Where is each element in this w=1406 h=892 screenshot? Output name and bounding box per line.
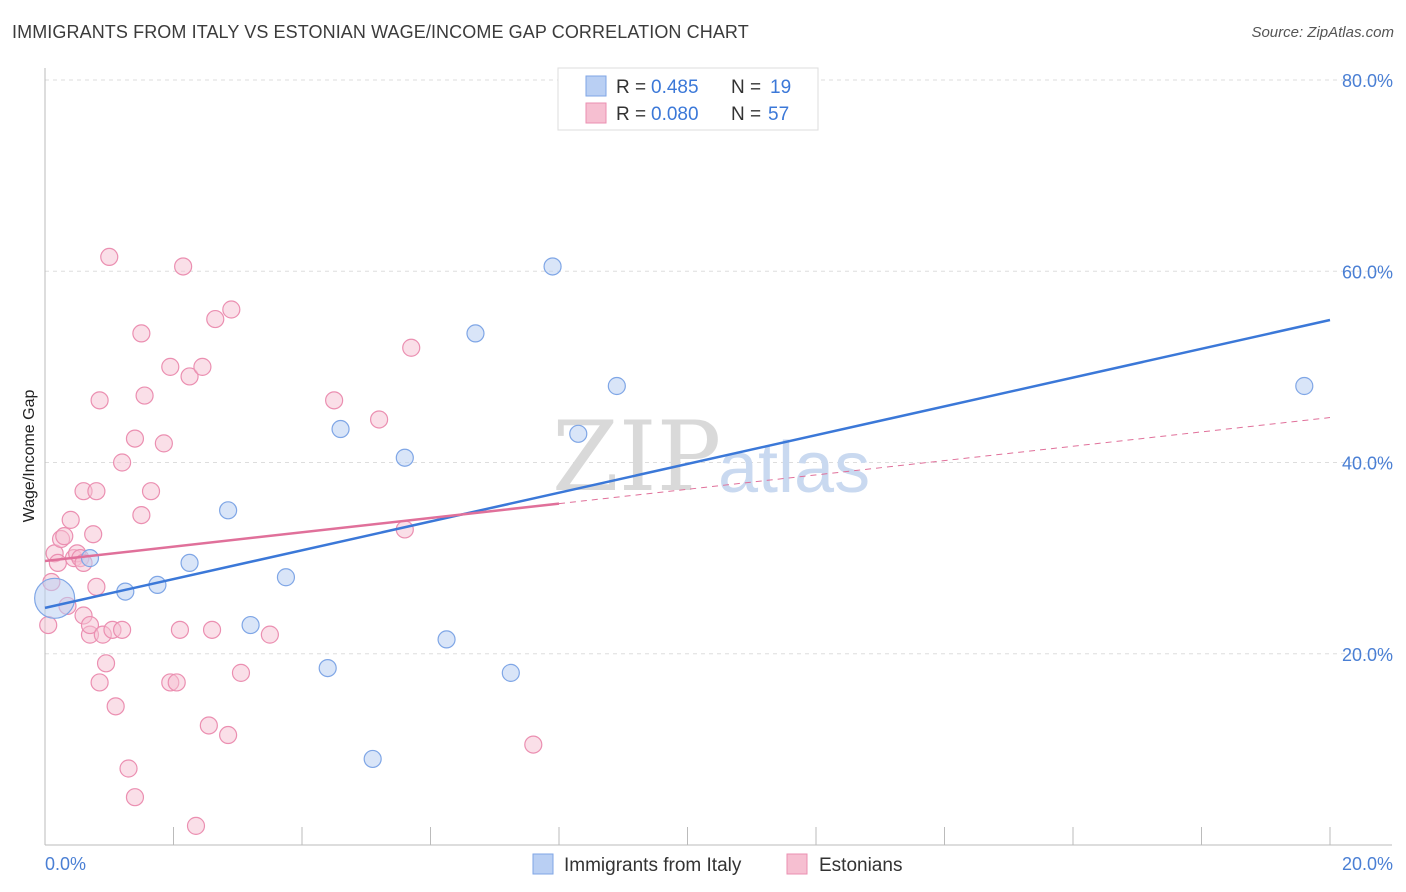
data-point bbox=[219, 725, 238, 745]
data-point bbox=[125, 788, 145, 807]
data-point bbox=[141, 482, 161, 501]
data-point bbox=[260, 625, 279, 644]
data-point bbox=[222, 300, 241, 319]
data-point bbox=[363, 749, 382, 769]
data-point bbox=[112, 620, 132, 639]
data-point bbox=[55, 527, 74, 546]
source-label: Source: ZipAtlas.com bbox=[1251, 24, 1394, 41]
data-point bbox=[90, 391, 109, 410]
data-point bbox=[402, 338, 421, 357]
y-tick-label: 80.0% bbox=[1342, 71, 1393, 91]
data-point bbox=[202, 620, 222, 639]
y-axis-label: Wage/Income Gap bbox=[21, 390, 38, 523]
data-point bbox=[106, 697, 125, 716]
data-point bbox=[276, 568, 296, 587]
data-point bbox=[318, 658, 337, 678]
data-point bbox=[199, 716, 218, 735]
trend-line-italy bbox=[44, 318, 1331, 610]
data-point bbox=[569, 424, 588, 443]
data-point bbox=[331, 419, 350, 439]
legend-swatch-blue bbox=[585, 75, 607, 97]
data-point bbox=[100, 247, 119, 267]
legend-n-value: 57 bbox=[768, 104, 789, 125]
data-point bbox=[524, 735, 543, 754]
data-point bbox=[154, 434, 173, 453]
y-tick-label: 60.0% bbox=[1342, 262, 1393, 282]
data-point bbox=[61, 510, 80, 529]
data-point bbox=[80, 615, 100, 635]
data-point bbox=[125, 429, 145, 448]
data-point bbox=[135, 386, 154, 405]
bottom-legend-swatch-blue bbox=[532, 853, 554, 875]
legend-r-label: R = bbox=[616, 77, 646, 98]
bottom-legend-label-italy: Immigrants from Italy bbox=[564, 855, 742, 876]
series-italy bbox=[34, 257, 1314, 769]
trend-lines bbox=[44, 318, 1331, 610]
legend-r-value: 0.485 bbox=[651, 77, 699, 98]
data-point bbox=[167, 673, 186, 692]
data-point bbox=[543, 257, 562, 276]
data-point bbox=[180, 553, 199, 573]
series-estonians bbox=[39, 247, 543, 835]
x-tick-label-min: 0.0% bbox=[45, 854, 86, 874]
data-point bbox=[34, 577, 76, 619]
bottom-legend-swatch-pink bbox=[786, 853, 808, 875]
data-point bbox=[607, 376, 626, 396]
data-point bbox=[325, 391, 344, 410]
y-tick-label: 40.0% bbox=[1342, 454, 1393, 474]
data-point bbox=[219, 501, 238, 520]
data-point bbox=[132, 505, 151, 525]
data-point bbox=[186, 816, 206, 835]
data-point bbox=[180, 367, 199, 386]
data-point bbox=[1295, 376, 1314, 396]
data-point bbox=[87, 577, 106, 596]
data-point bbox=[90, 673, 109, 692]
legend-r-value: 0.080 bbox=[651, 104, 699, 125]
data-point bbox=[466, 324, 485, 343]
trend-line-estonians-extension bbox=[558, 417, 1331, 505]
data-point bbox=[161, 357, 180, 376]
legend-n-label: N = bbox=[731, 104, 761, 125]
data-point bbox=[48, 553, 67, 573]
data-point bbox=[80, 549, 100, 568]
chart-title: IMMIGRANTS FROM ITALY VS ESTONIAN WAGE/I… bbox=[12, 22, 749, 42]
data-point bbox=[112, 453, 132, 472]
data-point bbox=[437, 630, 456, 649]
data-point bbox=[39, 615, 58, 635]
watermark: ZIP atlas bbox=[552, 401, 870, 513]
data-point bbox=[96, 654, 116, 673]
data-point bbox=[206, 309, 225, 329]
trend-line-estonians bbox=[44, 502, 560, 563]
legend-r-label: R = bbox=[616, 104, 646, 125]
y-tick-label: 20.0% bbox=[1342, 645, 1393, 665]
bottom-legend-label-estonians: Estonians bbox=[819, 855, 902, 876]
data-point bbox=[231, 663, 251, 682]
x-tick-label-max: 20.0% bbox=[1342, 854, 1393, 874]
legend-swatch-pink bbox=[585, 102, 607, 124]
data-point bbox=[501, 663, 520, 682]
legend-n-label: N = bbox=[731, 77, 761, 98]
data-point bbox=[241, 615, 260, 635]
y-tick-labels: 20.0% 40.0% 60.0% 80.0% bbox=[1342, 71, 1393, 665]
data-point bbox=[370, 410, 389, 429]
data-point bbox=[395, 448, 414, 467]
bottom-legend: Immigrants from Italy Estonians bbox=[532, 853, 902, 876]
data-point bbox=[132, 324, 151, 343]
grid bbox=[45, 79, 1392, 655]
legend-n-value: 19 bbox=[770, 77, 791, 98]
data-point bbox=[87, 482, 106, 501]
legend: R = 0.485 N = 19 R = 0.080 N = 57 bbox=[557, 67, 819, 131]
x-ticks bbox=[173, 827, 1331, 845]
data-point bbox=[170, 620, 190, 639]
data-point bbox=[193, 357, 212, 376]
data-point bbox=[174, 257, 193, 276]
data-point bbox=[119, 759, 138, 778]
watermark-zip: ZIP bbox=[552, 401, 721, 513]
data-point bbox=[84, 525, 103, 544]
